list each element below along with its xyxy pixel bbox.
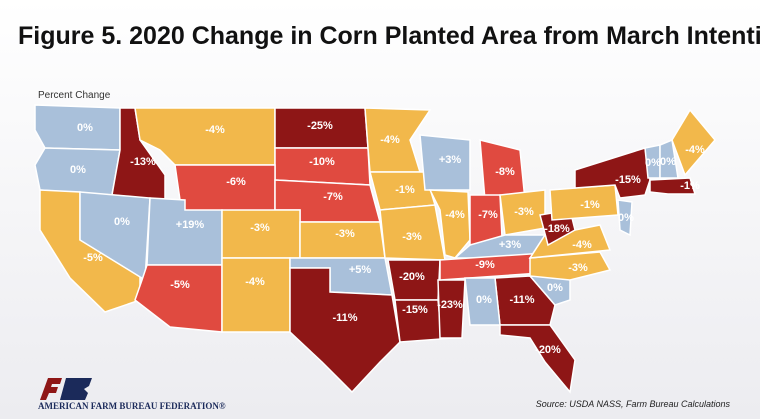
value-label: -5%: [170, 279, 190, 291]
value-label: 0%: [77, 122, 93, 134]
subtitle: Percent Change: [38, 90, 111, 101]
logo-text: AMERICAN FARM BUREAU FEDERATION®: [38, 401, 226, 411]
region: [437, 279, 466, 339]
region: [617, 199, 633, 237]
value-label: -4%: [205, 124, 225, 136]
value-label: -15%: [615, 174, 641, 186]
value-label: -7%: [323, 191, 343, 203]
logo: [40, 378, 92, 400]
value-label: 0%: [660, 156, 676, 168]
logo-mark: [40, 378, 62, 400]
value-label: -1%: [680, 180, 700, 192]
value-label: 0%: [645, 157, 661, 169]
value-label: 0%: [70, 164, 86, 176]
region: [174, 164, 276, 216]
value-label: -4%: [685, 144, 705, 156]
value-label: -9%: [475, 259, 495, 271]
value-label: -7%: [478, 209, 498, 221]
value-label: -1%: [580, 199, 600, 211]
value-label: 0%: [476, 294, 492, 306]
region: [221, 209, 301, 259]
logo-mark: [60, 378, 92, 400]
value-label: -5%: [83, 252, 103, 264]
value-label: -3%: [514, 206, 534, 218]
value-label: -10%: [309, 156, 335, 168]
value-label: +5%: [349, 264, 372, 276]
value-label: -3%: [568, 262, 588, 274]
value-label: 0%: [547, 282, 563, 294]
states: 0%0%-13%-4% -25%-10%-6%-7%-5%0% +19% -3%-5%…: [34, 104, 716, 394]
region: [671, 108, 716, 177]
value-label: -23%: [437, 299, 463, 311]
region: [419, 134, 471, 191]
value-label: -6%: [226, 176, 246, 188]
value-label: -8%: [495, 166, 515, 178]
value-label: -4%: [445, 209, 465, 221]
value-label: -11%: [332, 312, 357, 324]
value-label: 0%: [114, 216, 130, 228]
value-label: +19%: [176, 219, 205, 231]
title: Figure 5. 2020 Change in Corn Planted Ar…: [18, 22, 760, 50]
region: [499, 324, 576, 394]
value-label: -25%: [307, 120, 333, 132]
value-label: -1%: [395, 184, 415, 196]
value-label: +3%: [499, 239, 522, 251]
region: [529, 251, 612, 281]
value-label: -3%: [402, 231, 422, 243]
value-label: +3%: [439, 154, 462, 166]
value-label: -11%: [509, 294, 534, 306]
region: [221, 257, 291, 333]
value-label: -3%: [335, 228, 355, 240]
value-label: -3%: [250, 222, 270, 234]
value-label: -18%: [544, 223, 570, 235]
value-label: -13%: [130, 156, 156, 168]
value-label: -4%: [380, 134, 400, 146]
value-label: -4%: [245, 276, 265, 288]
value-label: -15%: [402, 304, 428, 316]
source: Source: USDA NASS, Farm Bureau Calculati…: [536, 399, 731, 409]
value-label: -20%: [399, 271, 425, 283]
region: [289, 267, 401, 394]
region: [649, 177, 697, 195]
value-label: -4%: [572, 239, 592, 251]
value-label: 0%: [618, 212, 634, 224]
value-label: -20%: [535, 344, 561, 356]
